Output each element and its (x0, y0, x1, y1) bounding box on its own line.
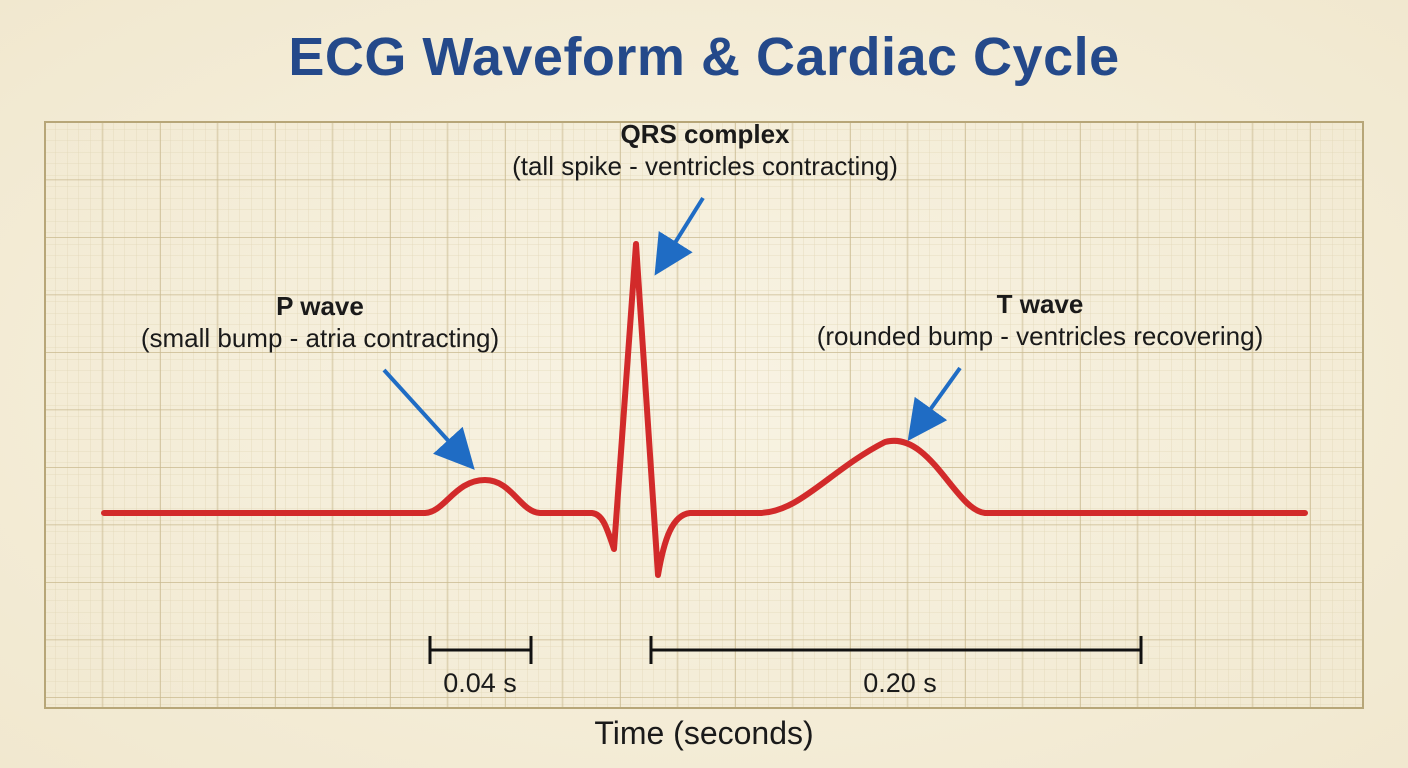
grid-area (44, 121, 1364, 709)
ecg-trace (101, 241, 1308, 578)
t-wave-arrow (907, 366, 962, 442)
p-wave-label: P wave (small bump - atria contracting) (90, 290, 550, 354)
t-interval-bracket (649, 636, 1143, 664)
t-interval-duration: 0.20 s (863, 668, 937, 698)
qrs-complex-description: (tall spike - ventricles contracting) (512, 151, 898, 181)
t-wave-name: T wave (996, 289, 1084, 319)
t-wave-label: T wave (rounded bump - ventricles recove… (770, 288, 1310, 352)
p-wave-arrow (382, 368, 475, 470)
qrs-complex-label: QRS complex (tall spike - ventricles con… (440, 118, 970, 182)
x-axis-label: Time (seconds) (594, 715, 814, 751)
p-wave-name: P wave (276, 291, 364, 321)
page-title: ECG Waveform & Cardiac Cycle (288, 27, 1120, 87)
p-interval-bracket (428, 636, 533, 664)
p-interval-duration: 0.04 s (443, 668, 517, 698)
t-wave-description: (rounded bump - ventricles recovering) (816, 321, 1264, 351)
qrs-complex-name: QRS complex (620, 119, 790, 149)
p-wave-description: (small bump - atria contracting) (140, 323, 500, 353)
qrs-arrow (654, 196, 705, 276)
